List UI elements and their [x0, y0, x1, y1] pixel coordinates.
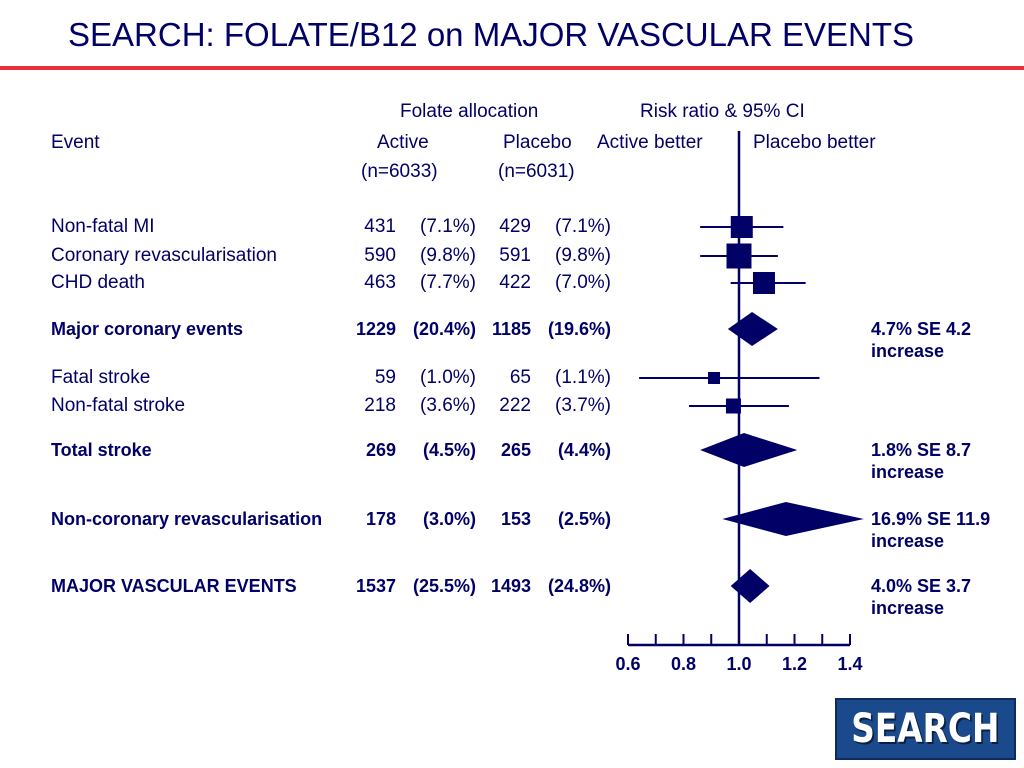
- active-count: 431: [364, 216, 396, 237]
- x-tick-label: 1.4: [837, 654, 862, 674]
- summary-diamond: [727, 312, 778, 346]
- placebo-percent: (2.5%): [557, 509, 611, 529]
- active-count: 59: [374, 367, 396, 388]
- active-percent: (25.5%): [412, 576, 476, 596]
- active-better-label: Active better: [597, 132, 703, 153]
- active-percent: (3.0%): [422, 509, 476, 529]
- active-percent: (4.5%): [422, 440, 476, 460]
- placebo-count: 65: [509, 367, 531, 388]
- active-count: 1229: [355, 319, 396, 339]
- x-tick-label: 1.2: [782, 654, 807, 674]
- point-estimate-square: [752, 272, 775, 294]
- placebo-better-label: Placebo better: [753, 132, 876, 153]
- event-label: MAJOR VASCULAR EVENTS: [51, 576, 297, 596]
- event-label: Total stroke: [51, 440, 152, 460]
- effect-estimate: 1.8% SE 8.7: [871, 440, 972, 460]
- x-tick-label: 0.8: [671, 654, 696, 674]
- placebo-percent: (9.8%): [555, 245, 611, 266]
- event-label: Coronary revascularisation: [51, 245, 277, 266]
- active-percent: (1.0%): [420, 367, 476, 388]
- effect-estimate: 4.7% SE 4.2: [871, 319, 972, 339]
- placebo-count: 591: [499, 245, 531, 266]
- active-count: 269: [365, 440, 396, 460]
- event-header: Event: [51, 132, 100, 153]
- placebo-count: 1493: [490, 576, 531, 596]
- event-label: Non-fatal stroke: [51, 395, 186, 416]
- active-count: 463: [364, 272, 396, 293]
- placebo-count: 429: [499, 216, 531, 237]
- point-estimate-square: [725, 398, 741, 414]
- search-logo: SEARCH: [835, 698, 1016, 760]
- active-header: Active: [377, 132, 429, 153]
- effect-direction: increase: [871, 598, 945, 618]
- active-count: 218: [364, 395, 396, 416]
- active-percent: (7.1%): [420, 216, 476, 237]
- placebo-percent: (7.0%): [555, 272, 611, 293]
- placebo-count: 153: [500, 509, 531, 529]
- x-tick-label: 1.0: [726, 654, 751, 674]
- effect-direction: increase: [871, 531, 945, 551]
- event-label: Non-coronary revascularisation: [51, 509, 323, 529]
- risk-ratio-header: Risk ratio & 95% CI: [640, 101, 805, 122]
- search-logo-text: SEARCH: [851, 706, 1000, 752]
- active-count: 1537: [355, 576, 396, 596]
- effect-estimate: 4.0% SE 3.7: [871, 576, 972, 596]
- effect-direction: increase: [871, 462, 945, 482]
- active-count: 178: [365, 509, 396, 529]
- active-count: 590: [364, 245, 396, 266]
- summary-diamond: [700, 433, 798, 467]
- effect-estimate: 16.9% SE 11.9: [871, 509, 991, 529]
- placebo-percent: (3.7%): [555, 395, 611, 416]
- summary-diamond: [730, 569, 770, 603]
- effect-direction: increase: [871, 341, 945, 361]
- placebo-percent: (4.4%): [557, 440, 611, 460]
- event-label: Fatal stroke: [51, 367, 151, 388]
- active-n-header: (n=6033): [361, 161, 438, 182]
- placebo-count: 422: [499, 272, 531, 293]
- active-percent: (7.7%): [420, 272, 476, 293]
- active-percent: (9.8%): [420, 245, 476, 266]
- page-title: SEARCH: FOLATE/B12 on MAJOR VASCULAR EVE…: [68, 16, 915, 53]
- event-label: CHD death: [51, 272, 145, 293]
- placebo-count: 222: [499, 395, 531, 416]
- placebo-percent: (24.8%): [547, 576, 611, 596]
- title-rule: [0, 66, 1024, 70]
- point-estimate-square: [708, 372, 721, 384]
- summary-diamond: [722, 502, 864, 536]
- placebo-header: Placebo: [503, 132, 572, 153]
- active-percent: (20.4%): [412, 319, 476, 339]
- placebo-count: 265: [500, 440, 531, 460]
- placebo-count: 1185: [491, 319, 531, 339]
- event-label: Non-fatal MI: [51, 216, 155, 237]
- point-estimate-square: [726, 243, 752, 269]
- event-label: Major coronary events: [51, 319, 244, 339]
- placebo-percent: (1.1%): [555, 367, 611, 388]
- folate-allocation-header: Folate allocation: [400, 101, 539, 122]
- x-tick-label: 0.6: [615, 654, 640, 674]
- placebo-percent: (19.6%): [547, 319, 611, 339]
- point-estimate-square: [730, 216, 753, 238]
- placebo-percent: (7.1%): [555, 216, 611, 237]
- placebo-n-header: (n=6031): [498, 161, 575, 182]
- active-percent: (3.6%): [420, 395, 476, 416]
